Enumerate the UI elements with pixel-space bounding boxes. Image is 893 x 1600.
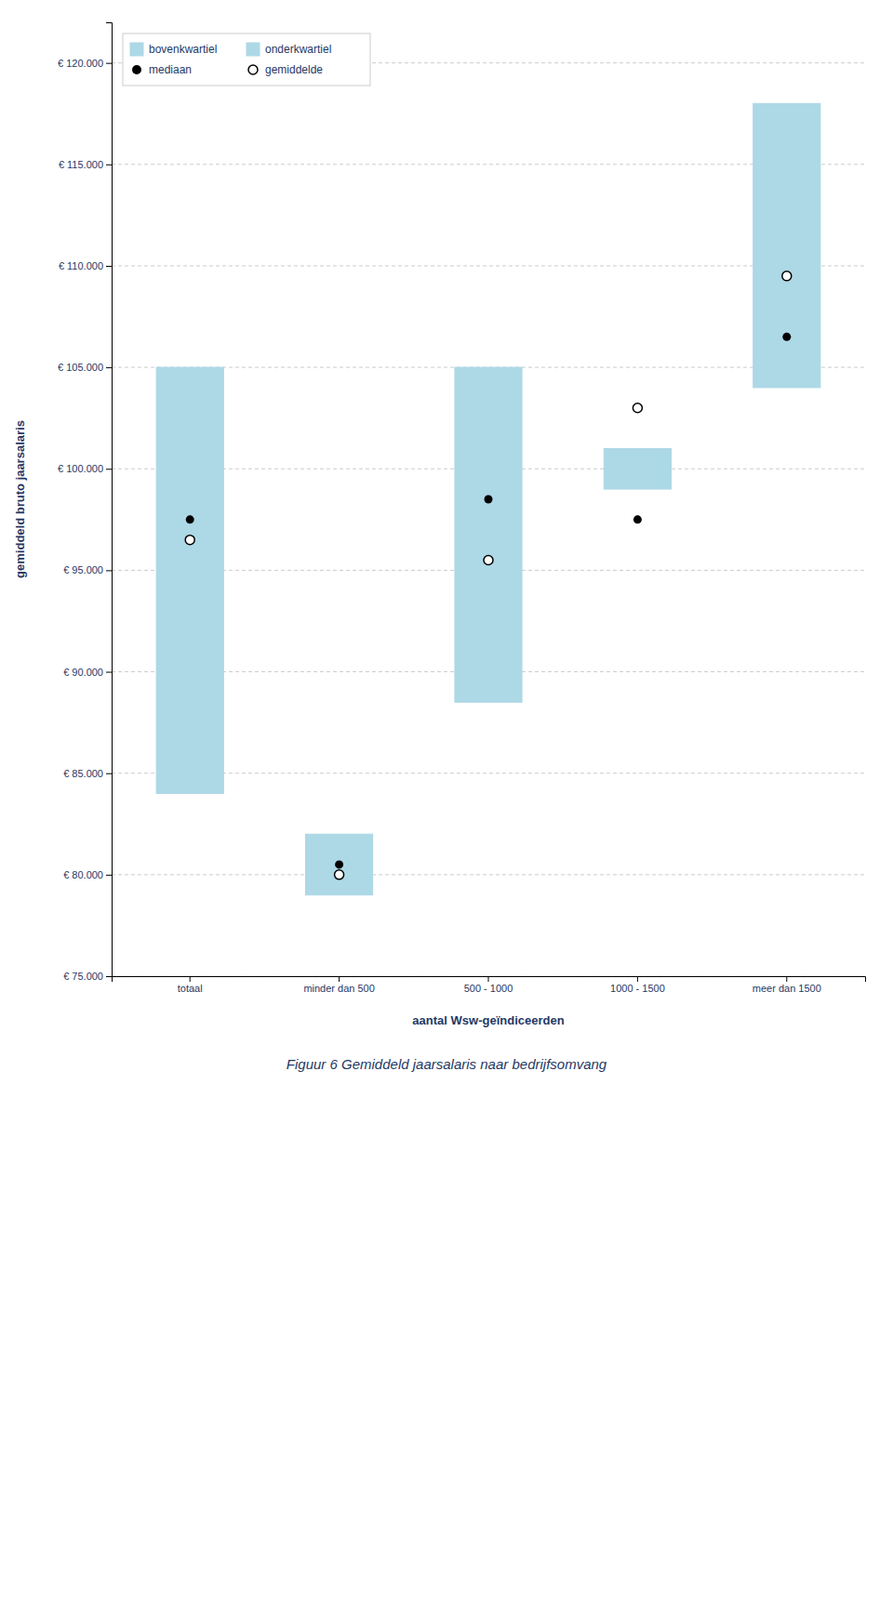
legend-label: onderkwartiel <box>265 42 332 56</box>
legend-item: onderkwartiel <box>246 42 332 56</box>
x-tick-label: meer dan 1500 <box>752 983 822 995</box>
mean-marker <box>334 870 345 880</box>
legend: bovenkwartiel mediaan onderkwartiel gemidde… <box>122 33 371 86</box>
y-tick-mark <box>106 367 112 369</box>
x-tick-mark <box>786 976 787 983</box>
iqr-bar <box>603 448 671 490</box>
iqr-bar <box>306 834 374 895</box>
legend-item: mediaan <box>132 63 192 77</box>
grid-line <box>111 773 866 774</box>
iqr-bar <box>156 367 224 794</box>
y-tick: € 90.000 <box>63 666 112 679</box>
x-axis: totaal minder dan 500 500 - 1000 1000 - 150… <box>112 976 867 995</box>
legend-label: gemiddelde <box>265 63 323 77</box>
median-marker <box>782 333 791 342</box>
grid-line <box>111 163 866 165</box>
median-marker <box>334 860 344 869</box>
legend-label: mediaan <box>148 63 192 77</box>
legend-swatch <box>132 65 142 75</box>
median-marker <box>484 495 494 505</box>
y-tick: € 80.000 <box>63 869 112 881</box>
y-tick-mark <box>106 976 112 978</box>
legend-label: bovenkwartiel <box>148 42 217 56</box>
mean-marker <box>483 555 494 565</box>
y-tick-mark <box>106 875 112 877</box>
y-tick-label: € 75.000 <box>63 971 104 983</box>
x-tick-label: 1000 - 1500 <box>610 983 666 995</box>
grid-line <box>111 874 866 876</box>
mean-marker <box>185 535 195 546</box>
y-axis-line <box>106 23 113 978</box>
x-tick: 500 - 1000 <box>464 976 514 995</box>
marks <box>156 103 821 895</box>
y-tick-mark <box>106 672 112 674</box>
x-tick-label: 500 - 1000 <box>464 983 514 995</box>
y-tick: € 85.000 <box>63 768 112 780</box>
y-tick: € 75.000 <box>63 971 112 983</box>
y-tick-mark <box>106 164 112 166</box>
plot: € 75.000 € 80.000 € 85.000 € 90.000 € 95.000… <box>57 23 866 995</box>
mean-marker <box>632 403 642 414</box>
y-tick-label: € 105.000 <box>57 361 104 374</box>
y-tick-label: € 90.000 <box>63 666 104 679</box>
median-marker <box>186 515 195 524</box>
x-tick: minder dan 500 <box>303 976 374 995</box>
x-tick: 1000 - 1500 <box>610 976 666 995</box>
x-tick-mark <box>637 976 639 983</box>
grid <box>111 63 866 977</box>
iqr-bar <box>454 367 522 703</box>
y-tick: € 120.000 <box>57 57 112 69</box>
x-tick-label: minder dan 500 <box>303 983 374 995</box>
y-axis-title: gemiddeld bruto jaarsalaris <box>13 420 27 579</box>
grid-line <box>111 265 866 267</box>
legend-swatch <box>130 42 144 56</box>
y-tick: € 110.000 <box>58 260 112 272</box>
y-tick-label: € 95.000 <box>63 564 104 576</box>
legend-swatch <box>248 65 258 75</box>
y-axis: € 75.000 € 80.000 € 85.000 € 90.000 € 95.000… <box>57 23 112 984</box>
legend-item: bovenkwartiel <box>130 42 217 56</box>
chart-title: Figuur 6 Gemiddeld jaarsalaris naar bedr… <box>286 1056 608 1073</box>
y-tick-label: € 85.000 <box>63 768 104 780</box>
legend-item: gemiddelde <box>248 63 323 77</box>
legend-swatch <box>246 42 260 56</box>
y-tick: € 100.000 <box>57 463 112 475</box>
mean-marker <box>782 271 792 281</box>
y-tick-label: € 80.000 <box>63 869 104 881</box>
y-tick: € 115.000 <box>58 159 112 171</box>
x-tick-mark <box>488 976 490 983</box>
x-tick-label: totaal <box>177 983 203 995</box>
x-tick-mark <box>189 976 191 983</box>
x-tick: meer dan 1500 <box>752 976 822 995</box>
x-tick: totaal <box>177 976 203 995</box>
chart: € 75.000 € 80.000 € 85.000 € 90.000 € 95.000… <box>0 0 893 1600</box>
y-tick-mark <box>106 570 112 572</box>
iqr-bar <box>753 103 821 388</box>
median-marker <box>633 515 642 524</box>
y-tick-label: € 120.000 <box>57 57 104 69</box>
legend-box <box>122 33 371 86</box>
x-tick-mark <box>338 976 340 983</box>
y-tick: € 95.000 <box>63 564 112 576</box>
y-tick-label: € 115.000 <box>58 159 104 171</box>
y-tick-label: € 110.000 <box>58 260 104 272</box>
y-tick-mark <box>106 266 112 267</box>
y-tick: € 105.000 <box>57 361 112 374</box>
x-axis-title: aantal Wsw-geïndiceerden <box>412 1013 564 1028</box>
y-tick-mark <box>106 468 112 470</box>
y-tick-label: € 100.000 <box>57 463 104 475</box>
x-axis-line <box>112 977 867 984</box>
y-tick-mark <box>106 63 112 65</box>
y-tick-mark <box>106 773 112 775</box>
